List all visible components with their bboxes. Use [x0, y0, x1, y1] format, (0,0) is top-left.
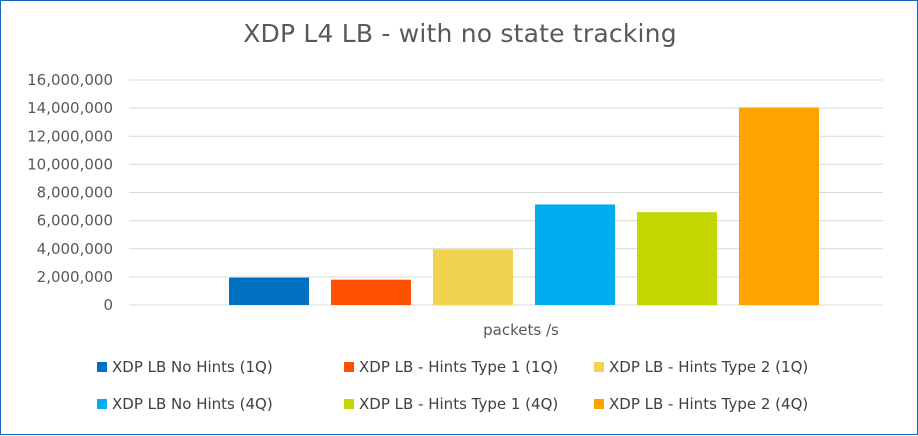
legend-item: XDP LB No Hints (4Q)	[97, 395, 273, 413]
bar-2	[331, 279, 411, 305]
y-tick-label: 14,000,000	[27, 99, 113, 117]
y-axis-ticks: 0 2,000,000 4,000,000 6,000,000 8,000,000 10,…	[27, 71, 113, 314]
legend-swatch	[97, 362, 107, 372]
bar-6	[739, 107, 819, 305]
legend-swatch	[594, 362, 604, 372]
legend-item: XDP LB - Hints Type 1 (1Q)	[344, 358, 558, 376]
bar-1	[229, 277, 309, 305]
bar-5	[637, 212, 717, 305]
y-tick-label: 12,000,000	[27, 127, 113, 145]
legend-item: XDP LB - Hints Type 2 (4Q)	[594, 395, 808, 413]
legend-label: XDP LB - Hints Type 2 (4Q)	[609, 395, 808, 413]
legend-item: XDP LB - Hints Type 1 (4Q)	[344, 395, 558, 413]
legend-label: XDP LB - Hints Type 1 (4Q)	[359, 395, 558, 413]
x-axis-label: packets /s	[483, 321, 559, 339]
legend-swatch	[97, 399, 107, 409]
bar-3	[433, 249, 513, 305]
y-tick-label: 4,000,000	[37, 240, 113, 258]
legend-swatch	[594, 399, 604, 409]
legend-item: XDP LB No Hints (1Q)	[97, 358, 273, 376]
y-tick-label: 10,000,000	[27, 155, 113, 173]
legend: XDP LB No Hints (1Q) XDP LB - Hints Type …	[97, 358, 808, 413]
legend-item: XDP LB - Hints Type 2 (1Q)	[594, 358, 808, 376]
legend-swatch	[344, 399, 354, 409]
legend-swatch	[344, 362, 354, 372]
bars	[229, 107, 819, 305]
y-tick-label: 6,000,000	[37, 212, 113, 230]
legend-label: XDP LB - Hints Type 2 (1Q)	[609, 358, 808, 376]
y-tick-label: 2,000,000	[37, 268, 113, 286]
legend-label: XDP LB No Hints (1Q)	[112, 358, 273, 376]
y-tick-label: 16,000,000	[27, 71, 113, 89]
y-tick-label: 8,000,000	[37, 184, 113, 202]
chart-title: XDP L4 LB - with no state tracking	[243, 19, 677, 48]
legend-label: XDP LB - Hints Type 1 (1Q)	[359, 358, 558, 376]
bar-4	[535, 204, 615, 305]
y-tick-label: 0	[103, 296, 113, 314]
legend-label: XDP LB No Hints (4Q)	[112, 395, 273, 413]
